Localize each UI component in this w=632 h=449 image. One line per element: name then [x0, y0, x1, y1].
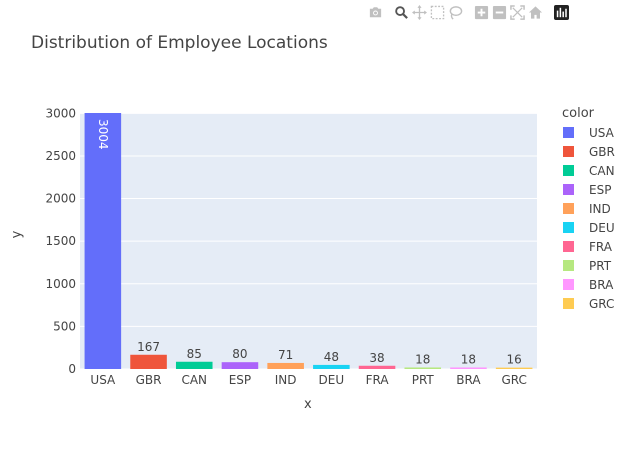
camera-icon[interactable] — [366, 3, 384, 21]
legend-label: CAN — [589, 163, 615, 178]
data-labels: 3004 167 85 80 71 48 38 18 18 16 — [96, 119, 522, 367]
legend-swatch — [563, 260, 574, 271]
legend-label: GBR — [589, 144, 615, 159]
legend-label: PRT — [589, 258, 612, 273]
x-axis-title: x — [304, 397, 312, 412]
legend: color USA GBR CAN ESP IND DEU FRA PRT BRA GRC — [555, 104, 615, 313]
legend-item-usa[interactable]: USA — [555, 123, 615, 142]
legend-label: FRA — [589, 239, 612, 254]
zoom-in-icon[interactable] — [472, 3, 490, 21]
data-label: 71 — [278, 348, 293, 362]
legend-swatch — [563, 165, 574, 176]
y-axis-title: y — [9, 230, 25, 239]
legend-item-ind[interactable]: IND — [555, 199, 615, 218]
legend-item-can[interactable]: CAN — [555, 161, 615, 180]
legend-swatch — [563, 222, 574, 233]
y-tick-label: 2500 — [45, 149, 76, 163]
legend-swatch — [563, 146, 574, 157]
bar-bra — [450, 367, 487, 369]
zoom-out-icon[interactable] — [490, 3, 508, 21]
legend-item-esp[interactable]: ESP — [555, 180, 615, 199]
y-tick-label: 0 — [68, 362, 76, 376]
legend-label: IND — [589, 201, 611, 216]
box-select-icon[interactable] — [428, 3, 446, 21]
lasso-icon[interactable] — [446, 3, 464, 21]
y-tick-label: 1500 — [45, 234, 76, 248]
modebar — [366, 3, 570, 21]
legend-swatch — [563, 184, 574, 195]
legend-item-grc[interactable]: GRC — [555, 294, 615, 313]
y-axis-tick-labels: 0 500 1000 1500 2000 2500 3000 — [45, 106, 76, 376]
legend-swatch — [563, 241, 574, 252]
legend-swatch — [563, 127, 574, 138]
x-tick-label: BRA — [456, 373, 481, 387]
autoscale-icon[interactable] — [508, 3, 526, 21]
data-label: 38 — [369, 351, 384, 365]
x-tick-label: DEU — [319, 373, 345, 387]
x-tick-label: GBR — [136, 373, 162, 387]
data-label: 85 — [187, 347, 202, 361]
bar-fra — [358, 365, 396, 369]
bar-can — [175, 361, 213, 369]
legend-label: DEU — [589, 220, 615, 235]
legend-swatch — [563, 279, 574, 290]
x-axis-tick-labels: USA GBR CAN ESP IND DEU FRA PRT BRA GRC — [90, 373, 526, 387]
bars — [84, 113, 533, 369]
legend-items: USA GBR CAN ESP IND DEU FRA PRT BRA GRC — [555, 123, 615, 313]
legend-swatch — [563, 298, 574, 309]
x-tick-label: ESP — [229, 373, 251, 387]
bar-usa — [84, 113, 122, 369]
bar-grc — [495, 367, 533, 369]
data-label: 18 — [461, 352, 476, 366]
legend-label: GRC — [589, 296, 615, 311]
x-tick-label: GRC — [501, 373, 526, 387]
plotly-logo-icon[interactable] — [552, 3, 570, 21]
legend-swatch — [563, 203, 574, 214]
bar-gbr — [130, 354, 167, 369]
x-tick-label: IND — [275, 373, 297, 387]
legend-item-gbr[interactable]: GBR — [555, 142, 615, 161]
x-tick-label: USA — [90, 373, 116, 387]
legend-item-fra[interactable]: FRA — [555, 237, 615, 256]
data-label: 18 — [415, 352, 430, 366]
legend-label: USA — [589, 125, 614, 140]
zoom-icon[interactable] — [392, 3, 410, 21]
y-tick-label: 3000 — [45, 106, 76, 120]
legend-label: BRA — [589, 277, 614, 292]
data-label: 48 — [324, 350, 339, 364]
bar-esp — [221, 362, 259, 369]
data-label: 167 — [137, 340, 160, 354]
y-tick-label: 1000 — [45, 277, 76, 291]
legend-item-prt[interactable]: PRT — [555, 256, 615, 275]
chart-title: Distribution of Employee Locations — [31, 33, 328, 53]
data-label: 16 — [507, 353, 522, 367]
home-icon[interactable] — [526, 3, 544, 21]
x-tick-label: FRA — [366, 373, 390, 387]
legend-label: ESP — [589, 182, 612, 197]
legend-title: color — [562, 106, 595, 121]
y-tick-label: 2000 — [45, 192, 76, 206]
x-tick-label: CAN — [181, 373, 207, 387]
x-tick-label: PRT — [412, 373, 435, 387]
y-tick-label: 500 — [53, 319, 76, 333]
bar-prt — [404, 367, 442, 369]
bar-deu — [313, 364, 350, 369]
bar-ind — [267, 362, 304, 369]
pan-icon[interactable] — [410, 3, 428, 21]
data-label: 3004 — [96, 119, 110, 150]
legend-item-bra[interactable]: BRA — [555, 275, 615, 294]
legend-item-deu[interactable]: DEU — [555, 218, 615, 237]
data-label: 80 — [232, 347, 247, 361]
